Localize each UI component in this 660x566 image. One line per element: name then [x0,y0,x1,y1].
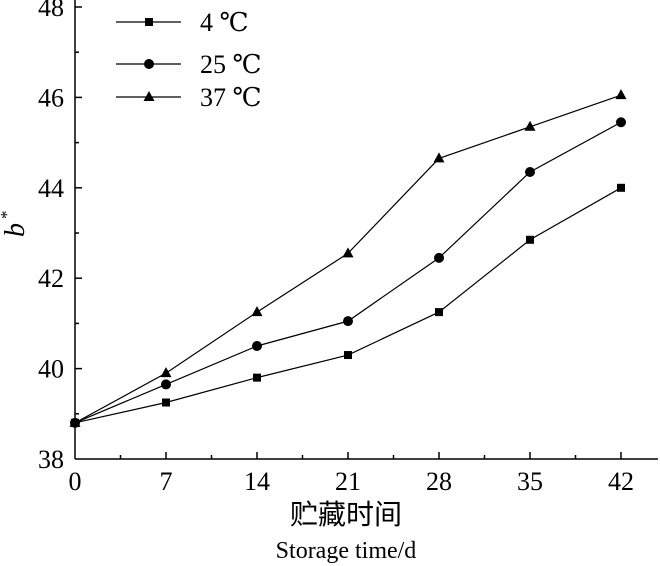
data-point-triangle [615,89,627,100]
legend-marker [145,18,153,26]
y-tick-label: 44 [38,174,64,203]
y-tick-label: 48 [38,0,64,22]
x-tick-label: 42 [608,467,634,496]
data-point-triangle [160,367,172,378]
x-axis-title-en: Storage time/d [276,538,417,564]
data-point-triangle [251,306,263,317]
legend: 4 ℃ 25 ℃ 37 ℃ [116,8,262,112]
data-point-triangle [433,152,445,163]
legend-label: 25 ℃ [200,50,262,79]
data-point-square [162,398,170,407]
legend-entry-square: 4 ℃ [116,8,249,37]
axes: 0 7 14 21 28 35 42 38 40 42 44 46 48 [38,0,658,496]
x-tick-label: 7 [160,467,173,496]
legend-marker [144,59,154,69]
series-square [71,183,625,427]
series-triangle [69,89,627,427]
series-circle [70,117,626,428]
y-axis-title-superscript: * [0,211,16,220]
data-point-circle [525,166,535,177]
legend-entry-triangle: 37 ℃ [116,83,262,112]
data-point-square [344,351,352,360]
y-tick-label: 46 [38,83,64,112]
series-group [69,89,627,428]
y-tick-label: 40 [38,355,64,384]
y-tick-label: 38 [38,445,64,474]
data-point-square [526,235,534,244]
y-axis-title-main: b [0,223,31,237]
data-point-square [253,373,261,382]
y-tick-label: 42 [38,264,64,293]
x-tick-label: 28 [426,467,452,496]
data-point-triangle [69,416,81,427]
data-point-circle [616,117,626,128]
y-axis-title: b * [0,211,31,238]
x-axis-title-cn: 贮藏时间 [290,498,402,531]
legend-label: 37 ℃ [200,83,262,112]
series-line-triangle [74,94,622,424]
legend-label: 4 ℃ [200,8,249,37]
legend-entry-circle: 25 ℃ [116,50,262,79]
data-point-triangle [342,247,354,258]
x-tick-label: 21 [335,467,361,496]
data-point-circle [161,379,171,390]
legend-marker [143,91,155,101]
data-point-triangle [524,120,536,131]
x-tick-label: 35 [517,467,543,496]
x-tick-label: 0 [69,467,82,496]
data-point-square [617,183,625,192]
axis-titles: 贮藏时间 Storage time/d b * [0,211,416,565]
data-point-circle [343,316,353,327]
data-point-circle [252,341,262,351]
data-point-square [435,308,443,317]
x-tick-label: 14 [244,467,270,496]
series-line-square [74,187,622,424]
data-point-circle [434,252,444,263]
